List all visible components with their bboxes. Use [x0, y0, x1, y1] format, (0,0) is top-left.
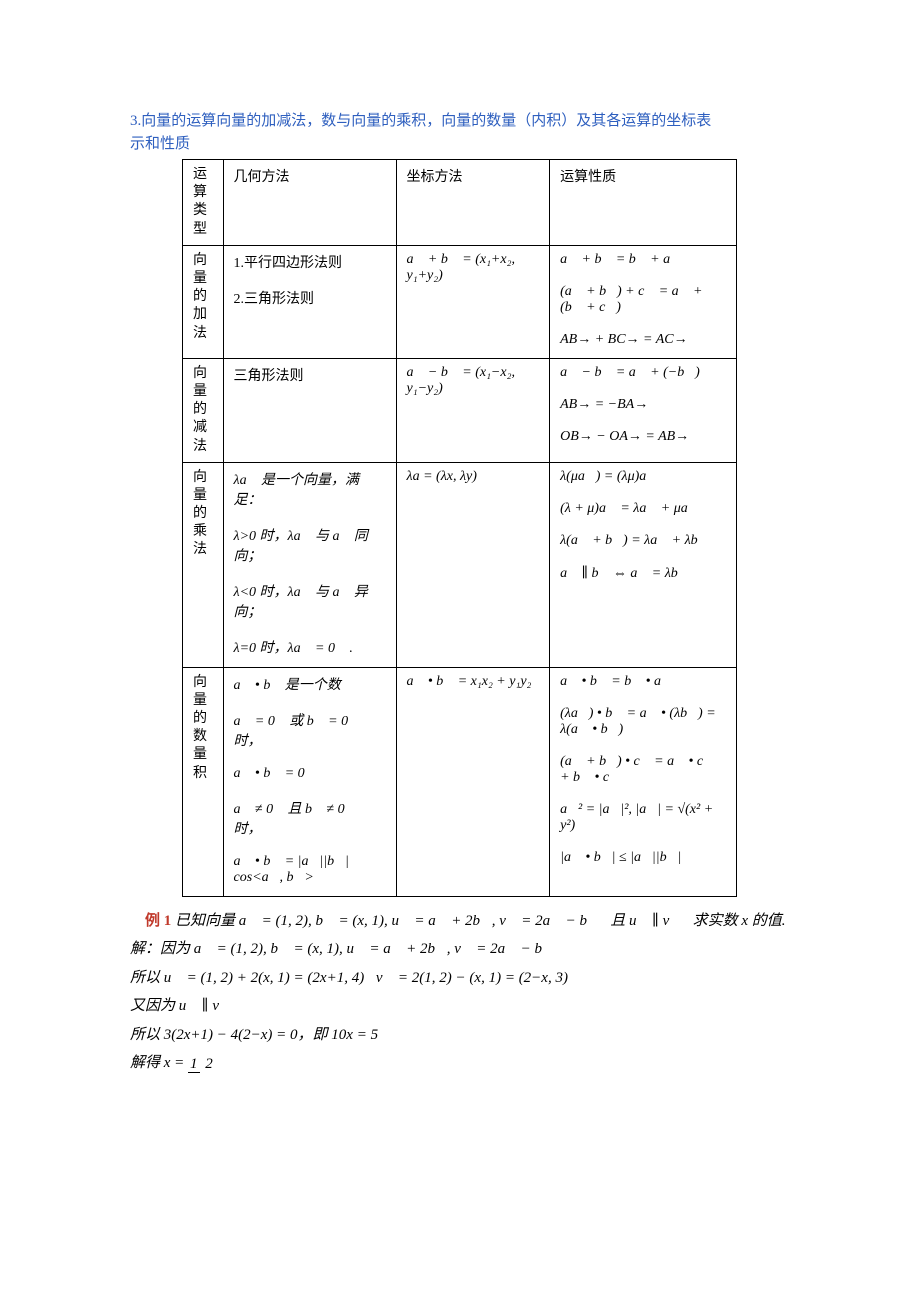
cell-geom: 1.平行四边形法则 2.三角形法则 [223, 245, 396, 358]
cell-prop: a⃗ • b⃗ = b⃗ • a⃗ (λa⃗) • b⃗ = a⃗ • (λb⃗… [550, 667, 737, 896]
result-prefix: 解得 x = [130, 1055, 188, 1071]
table-row: 向量的加法 1.平行四边形法则 2.三角形法则 a⃗ + b⃗ = (x₁+x₂… [183, 245, 737, 358]
cell-geom: a⃗ • b⃗ 是一个数 a⃗ = 0⃗ 或 b⃗ = 0⃗ 时， a⃗ • b… [223, 667, 396, 896]
row-type-subtraction: 向量的减法 [183, 358, 224, 462]
cell-prop: λ(μa⃗) = (λμ)a⃗ (λ + μ)a⃗ = λa⃗ + μa⃗ λ(… [550, 462, 737, 667]
table-row: 向量的数量积 a⃗ • b⃗ 是一个数 a⃗ = 0⃗ 或 b⃗ = 0⃗ 时，… [183, 667, 737, 896]
table-header-row: 运算类型 几何方法 坐标方法 运算性质 [183, 160, 737, 246]
cell-geom: 三角形法则 [223, 358, 396, 462]
col-header-geom: 几何方法 [223, 160, 396, 246]
result-fraction: 1 2 [188, 1056, 215, 1073]
table-row: 向量的减法 三角形法则 a⃗ − b⃗ = (x₁−x₂, y₁−y₂) a⃗ … [183, 358, 737, 462]
example-line: 所以 3(2x+1) − 4(2−x) = 0，即 10x = 5 [130, 1021, 790, 1050]
row-type-dot-product: 向量的数量积 [183, 667, 224, 896]
example-question: 已知向量 a⃗ = (1, 2), b⃗ = (x, 1), u⃗ = a⃗ +… [175, 913, 786, 929]
row-type-scalar-mult: 向量的乘法 [183, 462, 224, 667]
row-type-addition: 向量的加法 [183, 245, 224, 358]
vector-operations-table: 运算类型 几何方法 坐标方法 运算性质 向量的加法 1.平行四边形法则 2.三角… [182, 159, 737, 897]
worked-example: 例 1 已知向量 a⃗ = (1, 2), b⃗ = (x, 1), u⃗ = … [130, 907, 790, 1078]
example-line: 又因为 u⃗ ∥ v⃗ [130, 992, 790, 1021]
example-line: 所以 u⃗ = (1, 2) + 2(x, 1) = (2x+1, 4)，v⃗ … [130, 964, 790, 993]
cell-coord: a⃗ + b⃗ = (x₁+x₂, y₁+y₂) [396, 245, 550, 358]
table-row: 向量的乘法 λa⃗ 是一个向量，满足： λ>0 时，λa⃗ 与 a⃗ 同向； λ… [183, 462, 737, 667]
cell-geom: λa⃗ 是一个向量，满足： λ>0 时，λa⃗ 与 a⃗ 同向； λ<0 时，λ… [223, 462, 396, 667]
intro-line-1: 3.向量的运算向量的加减法，数与向量的乘积，向量的数量（内积）及其各运算的坐标表 [130, 113, 711, 129]
cell-coord: a⃗ • b⃗ = x₁x₂ + y₁y₂ [396, 667, 550, 896]
example-line: 解：因为 a⃗ = (1, 2), b⃗ = (x, 1), u⃗ = a⃗ +… [130, 935, 790, 964]
cell-coord: λa = (λx, λy) [396, 462, 550, 667]
example-label: 例 1 [145, 913, 171, 929]
example-result: 解得 x = 1 2 [130, 1049, 790, 1078]
col-header-coord: 坐标方法 [396, 160, 550, 246]
cell-coord: a⃗ − b⃗ = (x₁−x₂, y₁−y₂) [396, 358, 550, 462]
cell-prop: a⃗ − b⃗ = a⃗ + (−b⃗) AB→ = −BA→ OB→ − OA… [550, 358, 737, 462]
col-header-type: 运算类型 [183, 160, 224, 246]
col-header-prop: 运算性质 [550, 160, 737, 246]
intro-line-2: 示和性质 [130, 136, 190, 152]
section-intro: 3.向量的运算向量的加减法，数与向量的乘积，向量的数量（内积）及其各运算的坐标表… [130, 110, 790, 155]
cell-prop: a⃗ + b⃗ = b⃗ + a⃗ (a⃗ + b⃗) + c⃗ = a⃗ + … [550, 245, 737, 358]
